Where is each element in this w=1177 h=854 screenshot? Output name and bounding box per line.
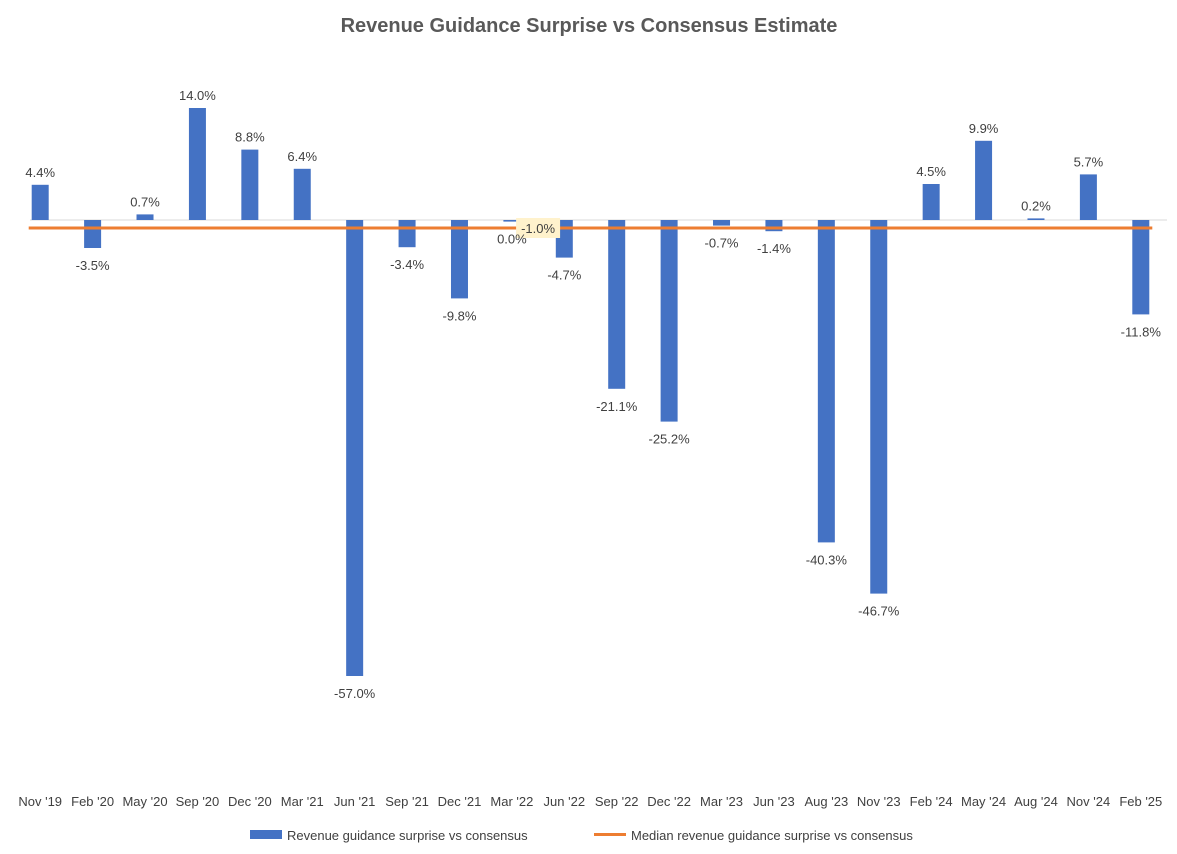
median-label-bg	[516, 218, 561, 238]
x-tick-label-8: Dec '21	[438, 794, 482, 809]
bar-data-label-13: -0.7%	[705, 236, 739, 251]
bar-data-label-20: 5.7%	[1074, 154, 1104, 169]
bar-17	[922, 184, 940, 220]
bar-21	[1132, 220, 1150, 315]
x-tick-label-12: Dec '22	[647, 794, 691, 809]
legend-line-label: Median revenue guidance surprise vs cons…	[631, 828, 913, 843]
bar-data-label-10: -4.7%	[547, 268, 581, 283]
bar-data-label-17: 4.5%	[916, 164, 946, 179]
bar-data-label-21: -11.8%	[1121, 324, 1162, 339]
x-tick-label-9: Mar '22	[490, 794, 533, 809]
x-tick-label-18: May '24	[961, 794, 1006, 809]
bar-16	[870, 220, 888, 594]
bar-11	[608, 220, 626, 389]
bar-0	[31, 184, 49, 220]
bar-2	[136, 214, 154, 220]
bar-4	[241, 149, 259, 220]
bar-1	[84, 220, 102, 248]
bar-data-label-3: 14.0%	[179, 88, 216, 103]
x-tick-label-14: Jun '23	[753, 794, 795, 809]
bar-data-label-7: -3.4%	[390, 257, 424, 272]
bar-data-label-14: -1.4%	[757, 241, 791, 256]
bar-data-label-12: -25.2%	[649, 432, 691, 447]
x-tick-label-13: Mar '23	[700, 794, 743, 809]
bar-data-label-6: -57.0%	[334, 686, 376, 701]
x-tick-label-15: Aug '23	[804, 794, 848, 809]
data-labels-layer: 4.4% -3.5% 0.7% 14.0% 8.8% 6.4% -57.0% -3.4% -9.…	[25, 88, 1161, 701]
x-tick-label-6: Jun '21	[334, 794, 376, 809]
x-tick-label-20: Nov '24	[1067, 794, 1111, 809]
legend: Revenue guidance surprise vs consensus M…	[250, 828, 913, 843]
bar-data-label-15: -40.3%	[806, 552, 848, 567]
median-label: -1.0%	[521, 221, 555, 236]
bar-7	[398, 220, 416, 248]
x-tick-label-10: Jun '22	[544, 794, 586, 809]
x-tick-label-21: Feb '25	[1119, 794, 1162, 809]
x-tick-label-2: May '20	[122, 794, 167, 809]
bar-19	[1027, 218, 1045, 220]
bar-data-label-1: -3.5%	[76, 258, 110, 273]
bar-15	[817, 220, 835, 543]
bar-data-label-8: -9.8%	[442, 308, 476, 323]
x-tick-label-11: Sep '22	[595, 794, 639, 809]
bar-data-label-18: 9.9%	[969, 121, 999, 136]
bar-12	[660, 220, 678, 422]
x-tick-label-1: Feb '20	[71, 794, 114, 809]
x-tick-label-7: Sep '21	[385, 794, 429, 809]
median-line-layer: -1.0%	[28, 218, 1153, 238]
bar-20	[1079, 174, 1097, 220]
x-tick-label-0: Nov '19	[18, 794, 62, 809]
bar-8	[450, 220, 468, 299]
bar-18	[975, 140, 993, 220]
bar-3	[188, 108, 206, 220]
x-tick-label-3: Sep '20	[176, 794, 220, 809]
x-tick-label-16: Nov '23	[857, 794, 901, 809]
bar-14	[765, 220, 783, 232]
bar-data-label-2: 0.7%	[130, 194, 160, 209]
bar-5	[293, 168, 311, 220]
legend-bar-label: Revenue guidance surprise vs consensus	[287, 828, 528, 843]
chart-title: Revenue Guidance Surprise vs Consensus E…	[341, 15, 838, 37]
bar-data-label-9: 0.0%	[497, 232, 527, 247]
x-tick-label-17: Feb '24	[910, 794, 953, 809]
bar-data-label-5: 6.4%	[287, 149, 317, 164]
x-tick-label-19: Aug '24	[1014, 794, 1058, 809]
bar-data-label-19: 0.2%	[1021, 198, 1051, 213]
legend-bar-swatch	[250, 830, 282, 839]
bar-data-label-16: -46.7%	[858, 604, 900, 619]
x-tick-label-5: Mar '21	[281, 794, 324, 809]
x-axis-ticks: Nov '19 Feb '20 May '20 Sep '20 Dec '20 Mar '…	[18, 794, 1162, 809]
bar-9	[503, 220, 521, 222]
bar-6	[346, 220, 364, 676]
bar-data-label-11: -21.1%	[596, 399, 638, 414]
bars-layer	[31, 108, 1150, 676]
bar-13	[713, 220, 731, 226]
x-tick-label-4: Dec '20	[228, 794, 272, 809]
bar-data-label-0: 4.4%	[25, 165, 55, 180]
bar-data-label-4: 8.8%	[235, 130, 265, 145]
